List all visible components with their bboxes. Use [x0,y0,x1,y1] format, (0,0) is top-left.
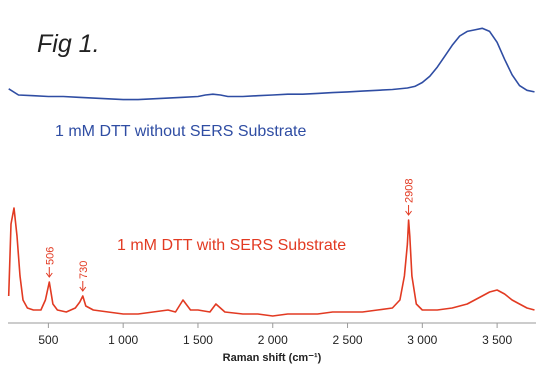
x-axis: 500 1 000 1 500 2 000 2 500 3 000 3 500 [8,322,536,347]
x-tick-label: 2 000 [258,333,288,347]
peak-label-506: 506 [44,247,56,265]
series-line-with-sers [7,207,535,317]
peak-arrowhead-730 [79,286,87,292]
peak-label-2908: 2908 [404,179,416,203]
x-tick-label: 3 500 [482,333,512,347]
x-tick-label: 1 500 [183,333,213,347]
peak-label-730: 730 [78,261,90,279]
series-label-without-sers: 1 mM DTT without SERS Substrate [55,123,306,140]
figure-title: Fig 1. [37,30,100,58]
peak-arrowhead-2908 [405,210,412,216]
series-label-with-sers: 1 mM DTT with SERS Substrate [117,237,346,254]
series-line-without-sers [8,27,535,101]
x-tick-label: 3 000 [407,333,437,347]
x-tick-label: 1 000 [108,333,138,347]
peak-arrowhead-506 [45,272,53,278]
x-tick-label: 2 500 [333,333,363,347]
x-axis-label: Raman shift (cm⁻¹) [223,352,322,364]
x-tick-label: 500 [38,333,58,347]
peak-annotations: 506 730 2908 [44,179,416,292]
